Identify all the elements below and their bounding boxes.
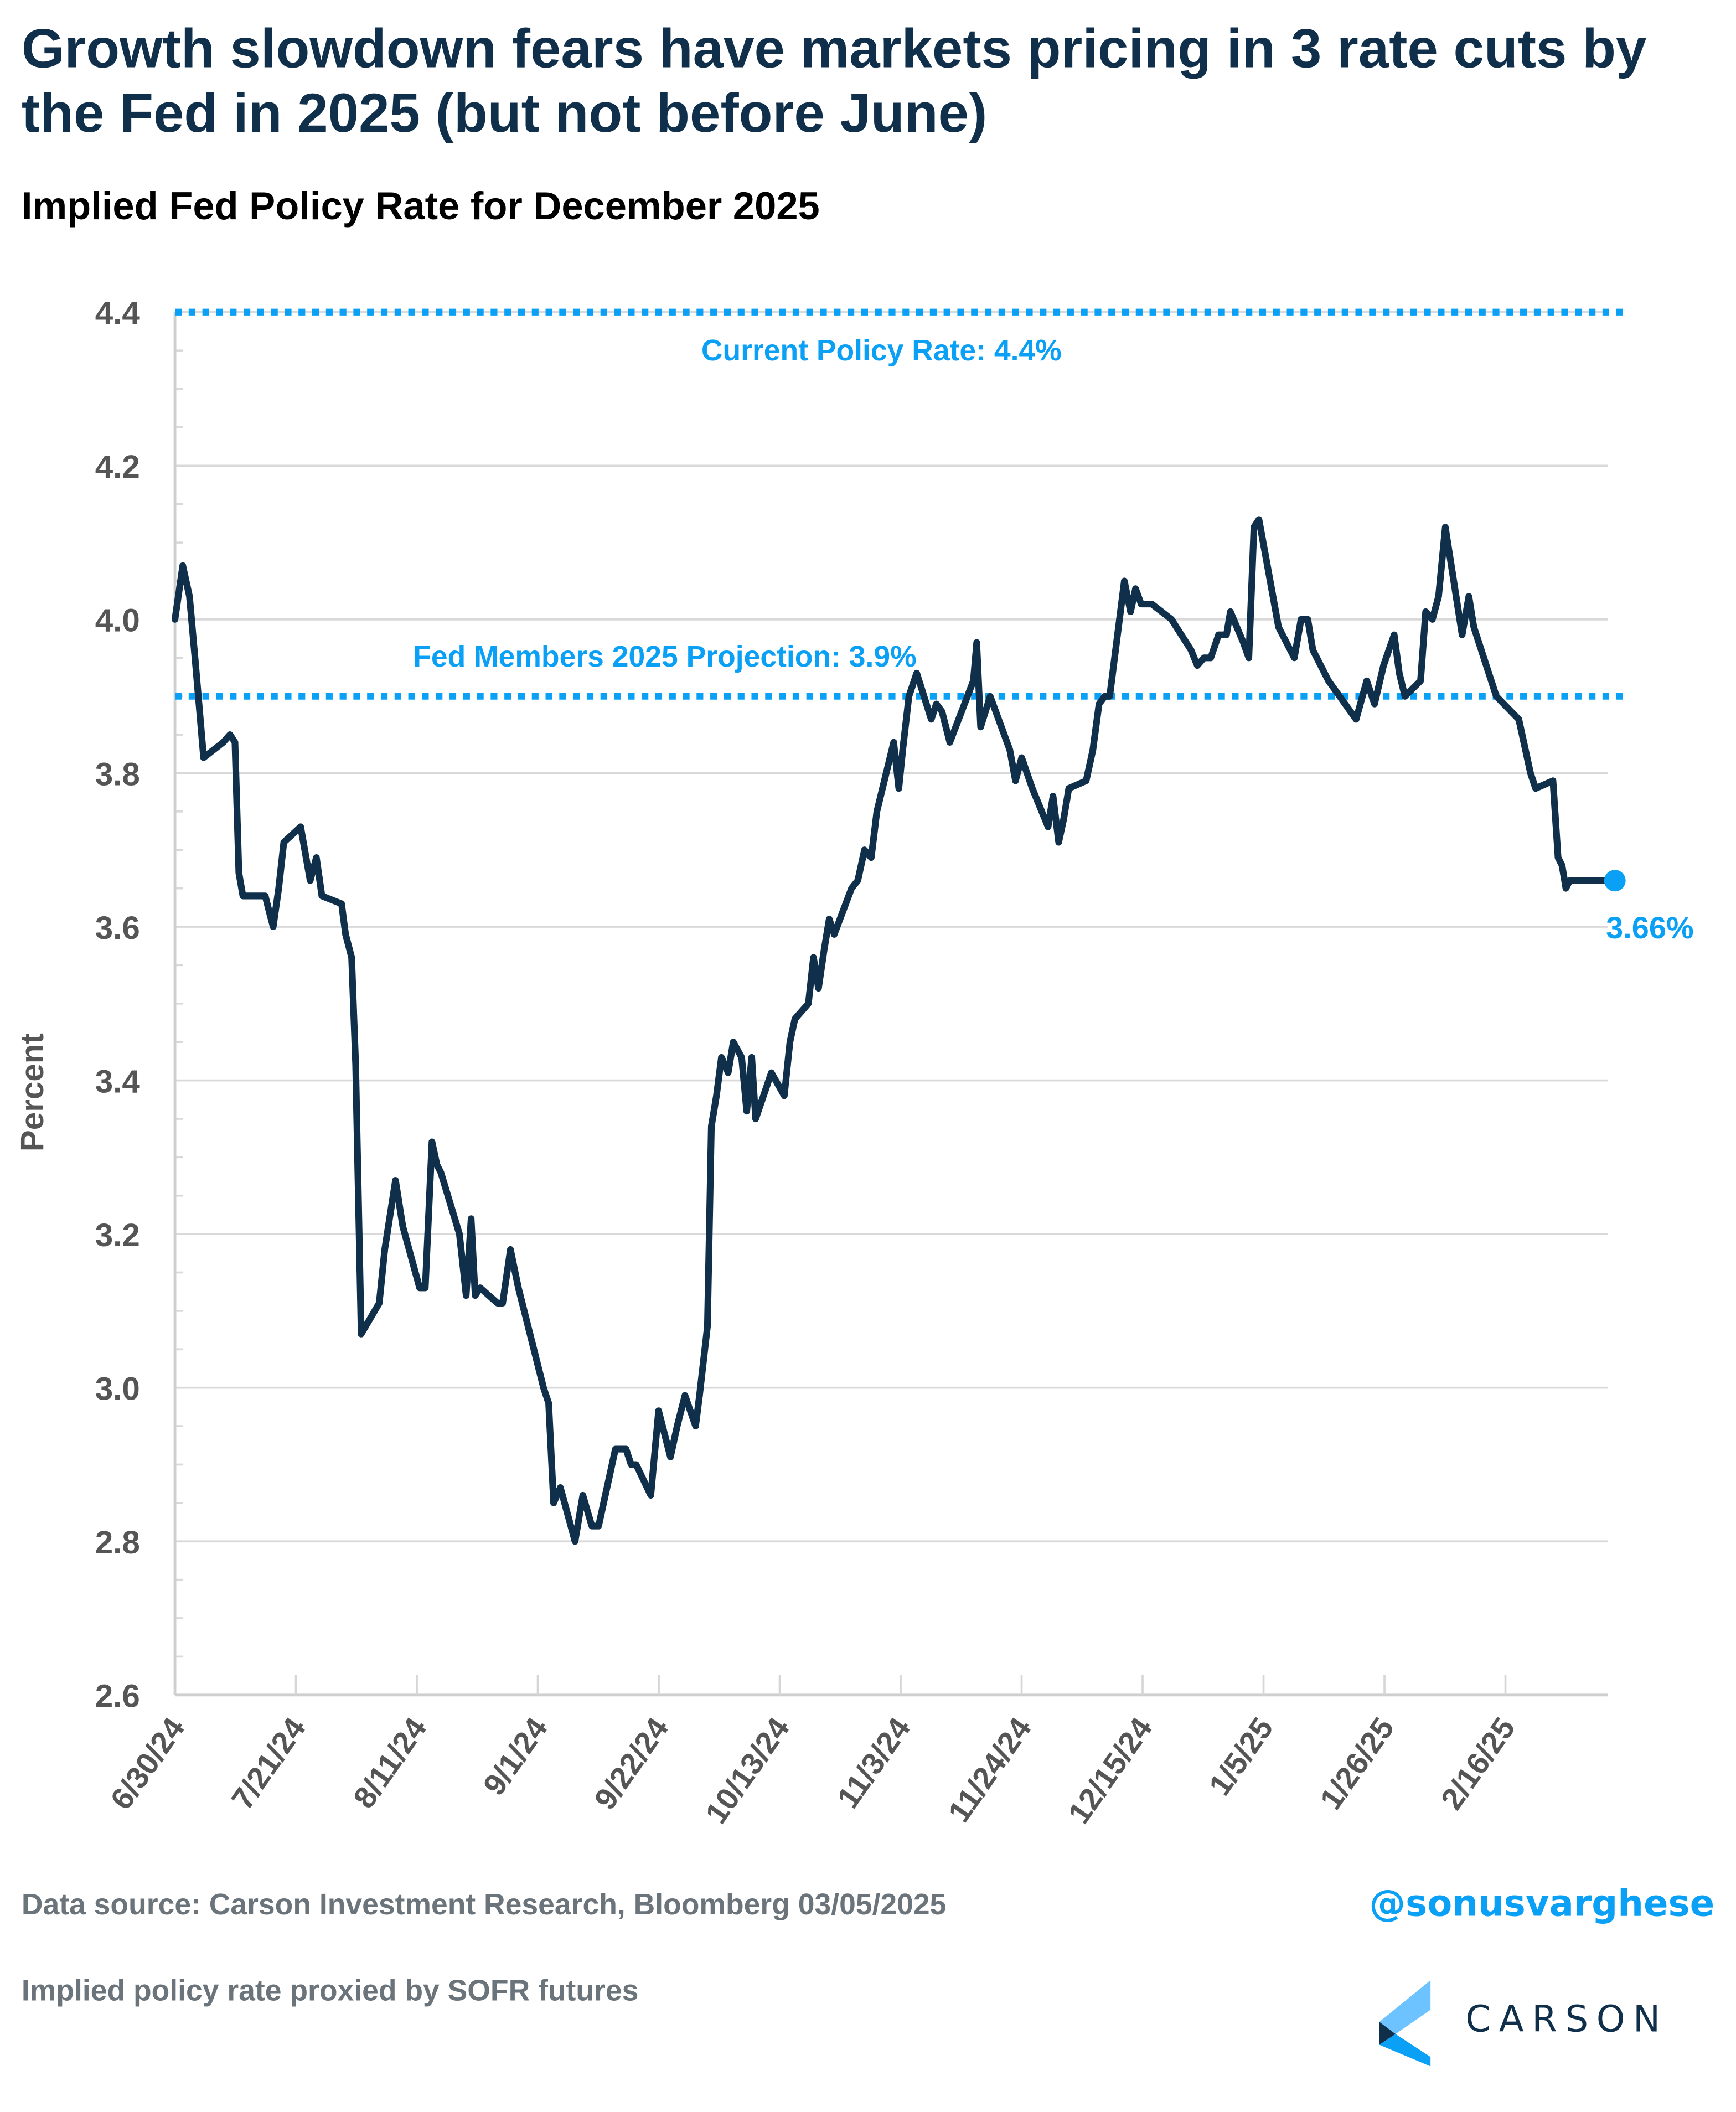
y-tick-label: 3.6 [95, 910, 140, 946]
x-tick-label: 11/3/24 [830, 1711, 917, 1814]
series-line [171, 516, 1613, 1545]
x-tick-label: 1/26/25 [1313, 1711, 1401, 1816]
x-axis: 6/30/24 7/21/24 8/11/24 9/1/24 9/22/24 10/13/… [104, 1675, 1609, 1830]
x-tick-label: 7/21/24 [224, 1711, 312, 1816]
chart-title: Growth slowdown fears have markets prici… [21, 17, 1647, 144]
chart-subtitle: Implied Fed Policy Rate for December 202… [21, 185, 820, 229]
y-tick-label: 4.4 [95, 296, 141, 332]
carson-logo-text: CARSON [1465, 1999, 1668, 2041]
reference-line-label: Fed Members 2025 Projection: 3.9% [413, 641, 916, 673]
x-tick-label: 11/24/24 [941, 1711, 1038, 1829]
y-axis-label: Percent [14, 1033, 50, 1151]
y-tick-label: 4.0 [95, 603, 140, 639]
reference-lines: Current Policy Rate: 4.4% Fed Members 202… [175, 308, 1625, 700]
carson-logo-icon [1379, 1980, 1431, 2067]
y-tick-label: 3.2 [95, 1217, 140, 1253]
y-tick-label: 2.8 [95, 1525, 140, 1561]
y-tick-label: 4.2 [95, 449, 140, 485]
end-point-marker [1604, 870, 1626, 892]
y-tick-label: 2.6 [95, 1679, 140, 1715]
data-source-note: Data source: Carson Investment Research,… [21, 1887, 947, 1922]
x-tick-label: 1/5/25 [1202, 1711, 1280, 1801]
end-value-label: 3.66% [1606, 910, 1694, 945]
reference-line-label: Current Policy Rate: 4.4% [701, 334, 1062, 367]
x-tick-label: 8/11/24 [346, 1711, 433, 1814]
x-tick-label: 9/22/24 [587, 1711, 675, 1816]
gridlines [175, 311, 1609, 1696]
line-chart: 2.6 2.8 3.0 3.2 3.4 3.6 3.8 4.0 4.2 4.4 6/30/24 7/… [14, 296, 1694, 1830]
series-layer: 3.66% [171, 516, 1694, 1545]
y-tick-label: 3.0 [95, 1371, 140, 1407]
methodology-note: Implied policy rate proxied by SOFR futu… [21, 1973, 639, 2007]
x-tick-label: 12/15/24 [1061, 1711, 1159, 1830]
x-tick-label: 6/30/24 [104, 1711, 192, 1816]
x-tick-label: 10/13/24 [698, 1711, 795, 1830]
x-tick-label: 9/1/24 [476, 1711, 554, 1801]
y-axis: 2.6 2.8 3.0 3.2 3.4 3.6 3.8 4.0 4.2 4.4 [95, 296, 177, 1715]
x-tick-label: 2/16/25 [1434, 1711, 1522, 1816]
y-tick-label: 3.8 [95, 756, 140, 792]
author-handle[interactable]: @sonusvarghese [1369, 1883, 1715, 1925]
carson-logo: CARSON [1379, 1980, 1702, 2067]
y-tick-label: 3.4 [95, 1063, 141, 1099]
